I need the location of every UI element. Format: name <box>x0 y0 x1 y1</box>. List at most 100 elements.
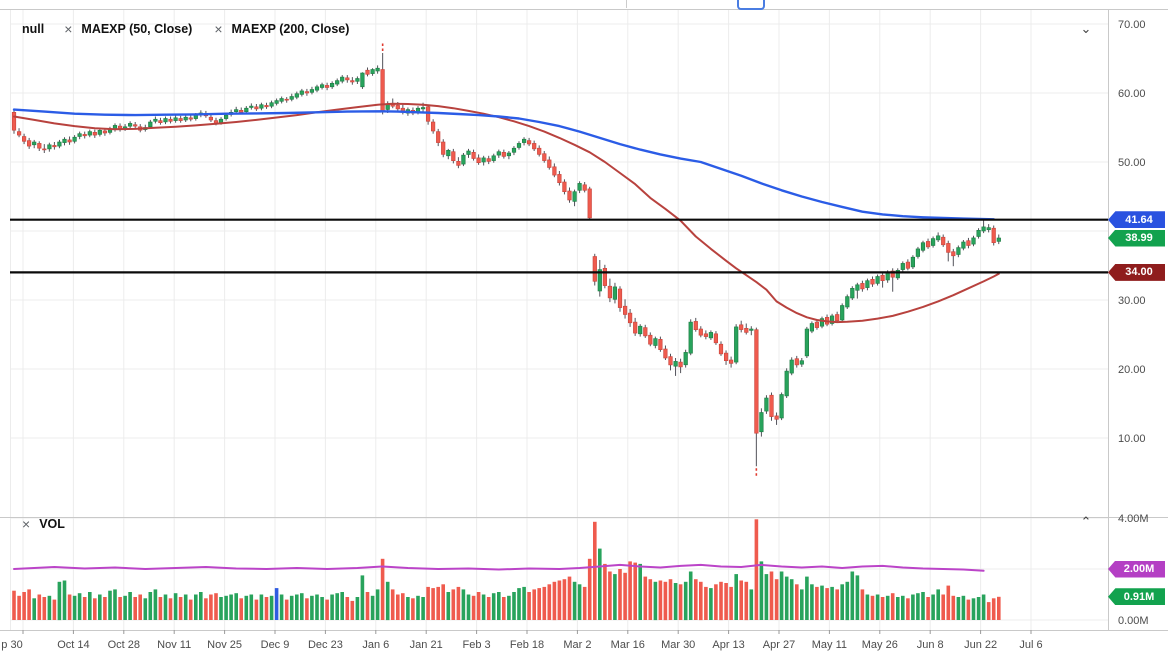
candle <box>718 341 724 356</box>
candle <box>915 246 920 259</box>
volume-bar <box>875 594 880 620</box>
x-axis-label: Jun 8 <box>917 639 944 651</box>
volume-bar <box>941 594 945 620</box>
volume-bar <box>47 595 52 620</box>
volume-bar <box>497 592 501 620</box>
volume-bar <box>981 594 986 620</box>
candle <box>840 303 845 323</box>
volume-bar <box>466 594 471 620</box>
last-price-badge: 38.99 <box>1108 229 1165 247</box>
time-axis[interactable] <box>22 630 1032 634</box>
candle <box>501 149 506 159</box>
volume-bar <box>901 595 905 620</box>
close-icon[interactable]: × <box>22 516 31 532</box>
candle <box>809 321 814 334</box>
candle <box>294 91 299 100</box>
candle <box>845 294 850 309</box>
candle <box>355 76 360 84</box>
candle <box>532 140 537 151</box>
x-axis-label: Jan 21 <box>410 639 443 651</box>
close-icon[interactable]: × <box>214 21 223 37</box>
volume-bar <box>118 597 122 620</box>
volume-bar <box>638 563 642 620</box>
volume-bar <box>108 590 112 620</box>
candle <box>72 135 77 144</box>
volume-bar <box>234 593 238 620</box>
candle <box>481 155 486 166</box>
toolbar-partial-button[interactable] <box>737 0 765 10</box>
candle <box>329 81 335 89</box>
volume-bar <box>360 575 365 620</box>
close-icon[interactable]: × <box>64 21 73 37</box>
volume-bar <box>178 597 183 620</box>
candle <box>516 141 522 150</box>
candle <box>895 268 900 280</box>
series-label[interactable]: null <box>22 22 45 36</box>
candle <box>769 392 774 421</box>
volume-bar <box>269 595 274 620</box>
candlesticks <box>11 53 1001 467</box>
collapse-panel-chevron-icon[interactable]: ⌄ <box>1080 22 1092 37</box>
candle <box>552 163 557 178</box>
candle <box>249 103 254 110</box>
volume-ma-badge: 2.00M <box>1108 560 1165 578</box>
candle <box>526 137 532 147</box>
x-axis-label: Apr 27 <box>763 639 795 651</box>
candle <box>991 225 996 246</box>
candle <box>956 245 961 258</box>
price-axis-label: 60.00 <box>1118 88 1146 100</box>
candle <box>572 189 577 207</box>
volume-bar <box>976 597 981 620</box>
volume-bar <box>32 598 36 620</box>
ema50-line <box>13 102 1000 324</box>
last-volume-badge: 0.91M <box>1108 588 1165 606</box>
candle <box>920 240 926 253</box>
candle <box>597 260 602 297</box>
candle <box>511 146 517 156</box>
candle <box>153 116 158 124</box>
volume-bars <box>12 519 1001 621</box>
volume-bar <box>885 595 890 620</box>
expand-panel-chevron-icon[interactable]: ⌃ <box>1080 515 1092 530</box>
indicator-label-maexp200[interactable]: MAEXP (200, Close) <box>231 22 350 36</box>
candle <box>537 145 542 157</box>
candle <box>582 182 587 193</box>
candle <box>173 115 178 123</box>
candle <box>744 323 749 335</box>
volume-bar <box>113 589 117 620</box>
candle <box>299 88 304 97</box>
indicator-label-vol[interactable]: VOL <box>39 517 65 531</box>
volume-bar <box>784 576 789 620</box>
candle <box>764 395 769 414</box>
volume-bar <box>795 584 799 620</box>
volume-bar <box>249 594 254 620</box>
volume-bar <box>365 592 370 620</box>
volume-bar <box>512 592 516 620</box>
volume-bar <box>805 576 809 620</box>
candle <box>658 336 663 352</box>
price-axis-label: 30.00 <box>1118 295 1146 307</box>
indicator-label-maexp50[interactable]: MAEXP (50, Close) <box>81 22 193 36</box>
x-axis-label: Oct 14 <box>57 639 89 651</box>
volume-bar <box>658 580 663 620</box>
candle <box>966 237 971 249</box>
candle <box>653 336 658 349</box>
volume-bar <box>370 595 375 620</box>
candle <box>905 259 910 271</box>
volume-bar <box>128 592 132 620</box>
candle <box>441 139 446 158</box>
volume-bar <box>890 593 895 620</box>
volume-bar <box>37 594 42 620</box>
volume-bar <box>163 594 168 620</box>
candle <box>375 65 380 74</box>
candle <box>688 319 693 356</box>
volume-bar <box>264 597 269 620</box>
volume-bar <box>123 595 127 620</box>
candle <box>284 97 289 103</box>
candle <box>466 148 471 158</box>
candle <box>314 84 320 93</box>
x-axis-label: May 11 <box>812 639 847 651</box>
candle <box>47 142 52 152</box>
volume-bar <box>734 574 738 620</box>
